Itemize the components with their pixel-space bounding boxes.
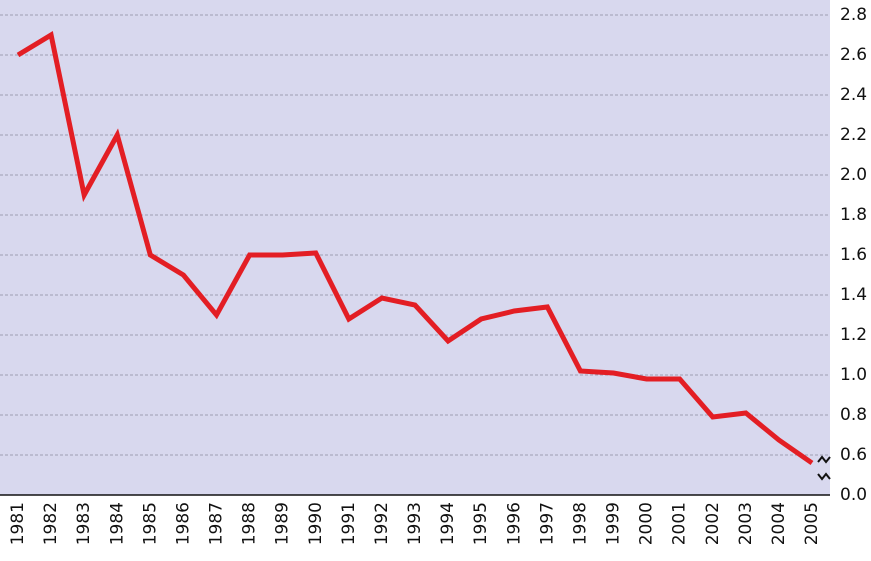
y-tick-label: 1.4 [840,285,867,305]
y-tick-label: 2.0 [840,165,867,185]
x-tick-label: 1998 [570,502,590,545]
axis-break [817,455,831,481]
x-tick-label: 1992 [372,502,392,545]
data-line [16,31,814,466]
x-tick-label: 2001 [670,502,690,545]
x-tick-label: 1991 [339,502,359,545]
y-tick-label: 2.2 [840,125,867,145]
y-tick-label: 0.8 [840,405,867,425]
y-tick-label: 0.0 [840,485,867,505]
plot-background [0,0,830,495]
x-tick-label: 1982 [41,502,61,545]
y-tick-label: 2.8 [840,5,867,25]
y-tick-label: 1.0 [840,365,867,385]
y-tick-label: 1.6 [840,245,867,265]
x-tick-label: 1999 [604,502,624,545]
x-tick-label: 1984 [107,502,127,545]
x-tick-label: 2000 [637,502,657,545]
x-tick-label: 2003 [736,502,756,545]
x-tick-label: 1981 [8,502,28,545]
x-tick-label: 2005 [802,502,822,545]
x-tick-label: 1983 [74,502,94,545]
y-tick-label: 1.8 [840,205,867,225]
x-tick-label: 1993 [405,502,425,545]
x-tick-label: 1988 [240,502,260,545]
x-tick-label: 1996 [504,502,524,545]
x-tick-label: 2004 [769,502,789,545]
y-tick-label: 2.4 [840,85,867,105]
x-tick-label: 1994 [438,502,458,545]
x-tick-label: 1985 [140,502,160,545]
y-tick-label: 0.6 [840,445,867,465]
y-tick-label: 1.2 [840,325,867,345]
x-tick-label: 1995 [471,502,491,545]
y-tick-label: 2.6 [840,45,867,65]
x-tick-label: 1987 [207,502,227,545]
x-tick-label: 1989 [273,502,293,545]
x-tick-label: 2002 [703,502,723,545]
x-tick-label: 1997 [537,502,557,545]
x-tick-label: 1986 [173,502,193,545]
x-tick-label: 1990 [306,502,326,545]
